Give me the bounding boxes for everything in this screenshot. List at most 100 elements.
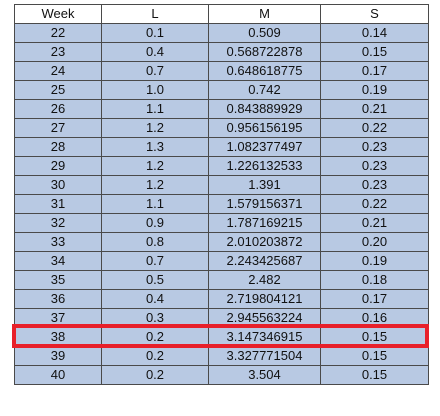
cell-m: 3.147346915 xyxy=(208,327,321,347)
lms-table-container: Week L M S 22 0.1 0.509 0.14 23 0.4 0.56872287… xyxy=(14,4,429,385)
cell-l: 0.2 xyxy=(101,346,209,366)
cell-m: 2.482 xyxy=(208,270,321,290)
cell-l: 0.7 xyxy=(101,61,209,81)
table-row: 25 1.0 0.742 0.19 xyxy=(14,80,429,100)
cell-l: 0.4 xyxy=(101,42,209,62)
cell-m: 0.509 xyxy=(208,23,321,43)
table-row: 38 0.2 3.147346915 0.15 xyxy=(14,327,429,347)
cell-l: 1.2 xyxy=(101,156,209,176)
table-row: 28 1.3 1.082377497 0.23 xyxy=(14,137,429,157)
header-row: Week L M S xyxy=(14,4,429,24)
table-row: 29 1.2 1.226132533 0.23 xyxy=(14,156,429,176)
cell-week: 23 xyxy=(14,42,102,62)
cell-week: 25 xyxy=(14,80,102,100)
table-row: 24 0.7 0.648618775 0.17 xyxy=(14,61,429,81)
table-header: Week L M S xyxy=(14,4,429,24)
cell-week: 28 xyxy=(14,137,102,157)
table-row: 27 1.2 0.956156195 0.22 xyxy=(14,118,429,138)
cell-l: 0.8 xyxy=(101,232,209,252)
cell-l: 0.4 xyxy=(101,289,209,309)
cell-s: 0.15 xyxy=(320,365,429,385)
cell-l: 0.5 xyxy=(101,270,209,290)
cell-week: 37 xyxy=(14,308,102,328)
cell-s: 0.19 xyxy=(320,80,429,100)
cell-s: 0.14 xyxy=(320,23,429,43)
cell-m: 1.579156371 xyxy=(208,194,321,214)
cell-s: 0.21 xyxy=(320,213,429,233)
cell-m: 3.504 xyxy=(208,365,321,385)
cell-m: 1.082377497 xyxy=(208,137,321,157)
cell-m: 0.843889929 xyxy=(208,99,321,119)
cell-l: 0.1 xyxy=(101,23,209,43)
cell-m: 1.787169215 xyxy=(208,213,321,233)
cell-l: 0.7 xyxy=(101,251,209,271)
cell-m: 2.243425687 xyxy=(208,251,321,271)
cell-s: 0.23 xyxy=(320,137,429,157)
cell-l: 1.1 xyxy=(101,194,209,214)
cell-s: 0.22 xyxy=(320,194,429,214)
cell-week: 39 xyxy=(14,346,102,366)
cell-m: 3.327771504 xyxy=(208,346,321,366)
table-row: 35 0.5 2.482 0.18 xyxy=(14,270,429,290)
table-row: 31 1.1 1.579156371 0.22 xyxy=(14,194,429,214)
cell-week: 33 xyxy=(14,232,102,252)
cell-l: 1.0 xyxy=(101,80,209,100)
cell-week: 29 xyxy=(14,156,102,176)
table-row: 37 0.3 2.945563224 0.16 xyxy=(14,308,429,328)
table-row: 23 0.4 0.568722878 0.15 xyxy=(14,42,429,62)
table-row: 36 0.4 2.719804121 0.17 xyxy=(14,289,429,309)
cell-m: 1.226132533 xyxy=(208,156,321,176)
cell-s: 0.17 xyxy=(320,289,429,309)
cell-s: 0.21 xyxy=(320,99,429,119)
cell-week: 30 xyxy=(14,175,102,195)
cell-m: 0.956156195 xyxy=(208,118,321,138)
cell-l: 1.2 xyxy=(101,118,209,138)
cell-week: 34 xyxy=(14,251,102,271)
cell-l: 1.1 xyxy=(101,99,209,119)
table-row: 32 0.9 1.787169215 0.21 xyxy=(14,213,429,233)
cell-week: 35 xyxy=(14,270,102,290)
cell-m: 0.568722878 xyxy=(208,42,321,62)
cell-week: 27 xyxy=(14,118,102,138)
cell-week: 26 xyxy=(14,99,102,119)
cell-m: 1.391 xyxy=(208,175,321,195)
cell-week: 22 xyxy=(14,23,102,43)
cell-l: 0.2 xyxy=(101,365,209,385)
table-row: 22 0.1 0.509 0.14 xyxy=(14,23,429,43)
table-row: 33 0.8 2.010203872 0.20 xyxy=(14,232,429,252)
table-row: 26 1.1 0.843889929 0.21 xyxy=(14,99,429,119)
cell-week: 40 xyxy=(14,365,102,385)
header-l: L xyxy=(101,4,209,24)
cell-s: 0.17 xyxy=(320,61,429,81)
cell-s: 0.15 xyxy=(320,327,429,347)
cell-m: 0.742 xyxy=(208,80,321,100)
cell-m: 2.719804121 xyxy=(208,289,321,309)
cell-s: 0.23 xyxy=(320,175,429,195)
cell-s: 0.23 xyxy=(320,156,429,176)
table-body: 22 0.1 0.509 0.14 23 0.4 0.568722878 0.15 24 0.7 0… xyxy=(14,23,429,385)
cell-s: 0.15 xyxy=(320,346,429,366)
table-row: 39 0.2 3.327771504 0.15 xyxy=(14,346,429,366)
table-row: 34 0.7 2.243425687 0.19 xyxy=(14,251,429,271)
cell-m: 2.945563224 xyxy=(208,308,321,328)
cell-l: 1.2 xyxy=(101,175,209,195)
cell-s: 0.18 xyxy=(320,270,429,290)
table-row: 40 0.2 3.504 0.15 xyxy=(14,365,429,385)
header-week: Week xyxy=(14,4,102,24)
cell-s: 0.16 xyxy=(320,308,429,328)
cell-week: 31 xyxy=(14,194,102,214)
cell-l: 0.2 xyxy=(101,327,209,347)
cell-s: 0.15 xyxy=(320,42,429,62)
lms-table: Week L M S 22 0.1 0.509 0.14 23 0.4 0.56872287… xyxy=(14,4,429,385)
cell-s: 0.19 xyxy=(320,251,429,271)
cell-l: 0.3 xyxy=(101,308,209,328)
cell-l: 0.9 xyxy=(101,213,209,233)
cell-week: 38 xyxy=(14,327,102,347)
cell-l: 1.3 xyxy=(101,137,209,157)
header-s: S xyxy=(320,4,429,24)
table-row: 30 1.2 1.391 0.23 xyxy=(14,175,429,195)
cell-s: 0.22 xyxy=(320,118,429,138)
cell-m: 0.648618775 xyxy=(208,61,321,81)
cell-week: 36 xyxy=(14,289,102,309)
cell-week: 32 xyxy=(14,213,102,233)
